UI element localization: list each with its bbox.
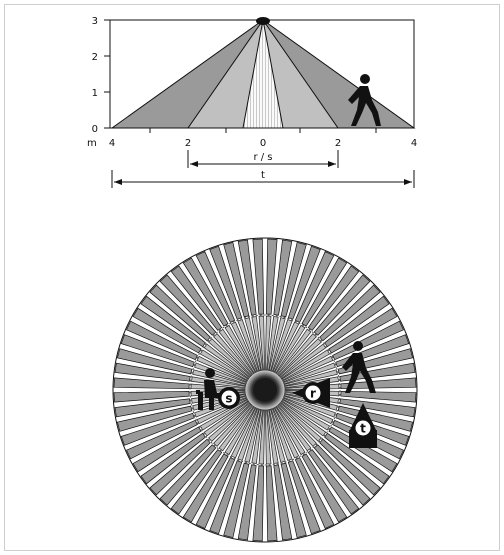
outer-zone-sector xyxy=(280,241,307,318)
outer-zone-sector xyxy=(307,449,360,515)
seated-person-icon xyxy=(196,368,227,410)
outer-zone-sector xyxy=(116,348,193,375)
outer-zone-sector xyxy=(113,390,190,403)
outer-zone-sectors xyxy=(113,238,417,542)
unit-label: m xyxy=(87,138,97,149)
outer-zone-sector xyxy=(182,257,229,327)
outer-zone-sector xyxy=(170,265,223,331)
outer-zone-sector xyxy=(223,462,250,539)
zone-marker-t: t xyxy=(349,403,377,448)
x-tick-label: 4 xyxy=(411,138,417,149)
outer-zone-sector xyxy=(116,405,193,432)
outer-zone-sector xyxy=(159,274,217,336)
dimension-inner: r / s xyxy=(187,150,339,168)
outer-zone-sector xyxy=(140,295,206,348)
inner-detection-zone xyxy=(242,19,284,129)
outer-zone-sector xyxy=(265,238,278,315)
outer-zone-sector xyxy=(319,438,381,496)
outer-zone-sector xyxy=(132,307,202,354)
x-tick-label: 4 xyxy=(109,138,115,149)
dimension-outer: t xyxy=(111,170,415,188)
outer-zone-sector xyxy=(294,251,335,323)
outer-zone-sector xyxy=(328,307,398,354)
outer-zone-sector xyxy=(280,462,307,539)
outer-zone-sector xyxy=(114,362,191,382)
side-view: 0 1 2 3 m 4 2 0 2 4 xyxy=(87,16,417,188)
x-tick-label: 0 xyxy=(260,138,266,149)
sensor-icon xyxy=(256,17,270,25)
outer-zone-sector xyxy=(313,274,371,336)
outer-zone-sector xyxy=(149,438,211,496)
outer-zone-sector xyxy=(340,390,417,403)
outer-zone-sector xyxy=(287,460,321,535)
dimension-outer-label: t xyxy=(261,170,265,181)
outer-zone-sector xyxy=(237,239,257,316)
zone-marker-r: r xyxy=(292,378,330,408)
top-view: s r t xyxy=(112,237,418,543)
zone-marker-r-label: r xyxy=(310,387,316,401)
outer-zone-sector xyxy=(340,377,417,390)
outer-zone-sector xyxy=(195,457,236,529)
outer-zone-sector xyxy=(209,460,243,535)
x-tick-label: 2 xyxy=(335,138,341,149)
dimension-inner-label: r / s xyxy=(253,152,272,163)
y-axis: 0 1 2 3 xyxy=(92,16,110,135)
zone-marker-t-label: t xyxy=(360,422,366,436)
outer-zone-sector xyxy=(339,362,416,382)
outer-zone-sector xyxy=(140,432,206,485)
sensor-top-icon xyxy=(253,378,277,402)
outer-zone-sector xyxy=(313,444,371,506)
outer-zone-sector xyxy=(159,444,217,506)
outer-zone-sector xyxy=(252,238,265,315)
walking-person-icon xyxy=(348,74,381,126)
zone-marker-s: s xyxy=(218,387,240,409)
outer-zone-sector xyxy=(252,465,265,542)
walking-person-top-icon xyxy=(342,341,376,393)
outer-zone-sector xyxy=(170,449,223,515)
outer-zone-sector xyxy=(132,426,202,473)
outer-zone-sector xyxy=(332,320,404,361)
outer-zone-sector xyxy=(126,320,198,361)
outer-zone-sector xyxy=(273,464,293,541)
outer-zone-sector xyxy=(114,398,191,418)
x-tick-label: 2 xyxy=(185,138,191,149)
outer-zone-sector xyxy=(339,398,416,418)
outer-zone-sector xyxy=(209,245,243,320)
y-tick-label: 2 xyxy=(92,52,98,63)
diagram-frame xyxy=(4,4,500,551)
outer-zone-sector xyxy=(273,239,293,316)
outer-zone-sector xyxy=(120,412,195,446)
outer-zone-sector xyxy=(182,453,229,523)
outer-zone-sector xyxy=(301,257,348,327)
x-axis: m 4 2 0 2 4 xyxy=(87,128,417,149)
outer-zone-sector xyxy=(126,419,198,460)
y-tick-label: 3 xyxy=(92,16,98,27)
y-tick-label: 1 xyxy=(92,88,98,99)
y-tick-label: 0 xyxy=(92,124,98,135)
outer-zone-sector xyxy=(149,284,211,342)
outer-zone-sector xyxy=(324,295,390,348)
outer-zone-sector xyxy=(319,284,381,342)
outer-zone-sector xyxy=(307,265,360,331)
outer-zone-sector xyxy=(301,453,348,523)
outer-zone-sector xyxy=(237,464,257,541)
outer-zone-sector xyxy=(328,426,398,473)
outer-zone-sector xyxy=(113,377,190,390)
outer-zone-sector xyxy=(265,465,278,542)
outer-zone-sector xyxy=(287,245,321,320)
outer-zone-sector xyxy=(324,432,390,485)
outer-zone-sector xyxy=(337,405,414,432)
outer-zone-sector xyxy=(120,334,195,368)
outer-zone-sector xyxy=(195,251,236,323)
outer-zone-sector xyxy=(294,457,335,529)
zone-marker-s-label: s xyxy=(225,392,232,406)
outer-zone-sector xyxy=(223,241,250,318)
